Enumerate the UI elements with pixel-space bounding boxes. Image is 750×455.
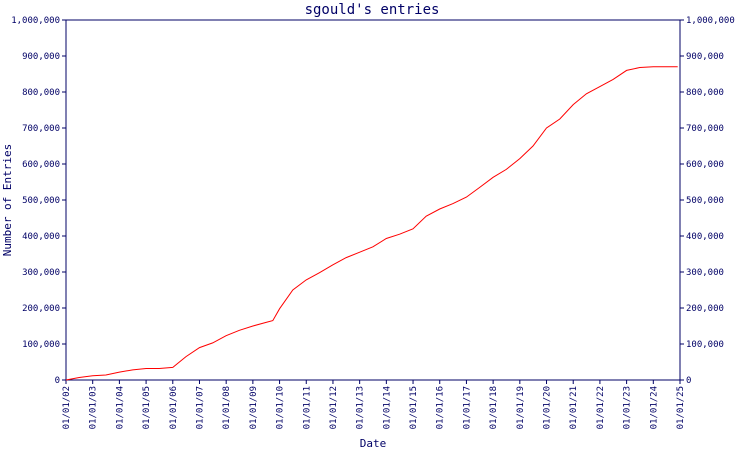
plot-area-frame — [65, 19, 681, 381]
x-tick-label: 01/01/04 — [115, 386, 125, 429]
y-tick-label-left: 800,000 — [22, 88, 60, 98]
x-tick-label: 01/01/18 — [489, 386, 499, 429]
y-tick-label-right: 300,000 — [686, 268, 724, 278]
chart-title: sgould's entries — [305, 2, 440, 18]
x-tick-label: 01/01/19 — [516, 386, 526, 429]
y-tick-label-right: 500,000 — [686, 196, 724, 206]
x-tick-label: 01/01/20 — [543, 386, 553, 429]
x-tick-label: 01/01/15 — [409, 386, 419, 429]
x-tick-label: 01/01/10 — [276, 386, 286, 429]
x-tick-label: 01/01/25 — [676, 386, 686, 429]
x-tick-label: 01/01/02 — [62, 386, 72, 429]
y-tick-label-left: 400,000 — [22, 232, 60, 242]
y-tick-label-left: 300,000 — [22, 268, 60, 278]
x-tick-label: 01/01/13 — [356, 386, 366, 429]
x-tick-label: 01/01/03 — [89, 386, 99, 429]
y-tick-label-left: 200,000 — [22, 304, 60, 314]
y-tick-label-left: 700,000 — [22, 124, 60, 134]
y-tick-label-right: 800,000 — [686, 88, 724, 98]
x-tick-label: 01/01/11 — [302, 386, 312, 429]
y-tick-label-right: 400,000 — [686, 232, 724, 242]
y-tick-label-right: 200,000 — [686, 304, 724, 314]
y-tick-label-right: 700,000 — [686, 124, 724, 134]
y-tick-label-left: 500,000 — [22, 196, 60, 206]
series-line — [65, 66, 678, 381]
x-tick-label: 01/01/09 — [249, 386, 259, 429]
x-tick-label: 01/01/16 — [436, 386, 446, 429]
y-tick-label-right: 900,000 — [686, 52, 724, 62]
y-tick-label-right: 0 — [686, 376, 691, 386]
y-tick-label-left: 600,000 — [22, 160, 60, 170]
y-axis-title: Number of Entries — [1, 144, 14, 257]
x-tick-label: 01/01/05 — [142, 386, 152, 429]
x-tick-label: 01/01/08 — [222, 386, 232, 429]
x-tick-label: 01/01/06 — [169, 386, 179, 429]
y-tick-label-left: 0 — [55, 376, 60, 386]
x-tick-label: 01/01/12 — [329, 386, 339, 429]
left-y-axis: 0 100,000 200,000 300,000 400,000 500,000 600,… — [11, 16, 66, 386]
y-tick-label-left: 900,000 — [22, 52, 60, 62]
x-tick-label: 01/01/23 — [623, 386, 633, 429]
y-tick-label-left: 100,000 — [22, 340, 60, 350]
x-axis-title: Date — [360, 437, 387, 450]
x-tick-label: 01/01/07 — [195, 386, 205, 429]
series-layer — [65, 66, 678, 381]
y-tick-label-right: 600,000 — [686, 160, 724, 170]
x-tick-label: 01/01/22 — [596, 386, 606, 429]
x-tick-label: 01/01/24 — [649, 386, 659, 429]
y-tick-label-right: 1,000,000 — [686, 16, 735, 26]
y-tick-label-right: 100,000 — [686, 340, 724, 350]
x-tick-label: 01/01/21 — [569, 386, 579, 429]
x-tick-label: 01/01/14 — [382, 386, 392, 429]
x-tick-label: 01/01/17 — [462, 386, 472, 429]
x-axis: 01/01/02 01/01/03 01/01/04 01/01/05 01/01/06… — [62, 380, 686, 429]
right-y-axis: 0 100,000 200,000 300,000 400,000 500,000 600,… — [680, 16, 735, 386]
y-tick-label-left: 1,000,000 — [11, 16, 60, 26]
